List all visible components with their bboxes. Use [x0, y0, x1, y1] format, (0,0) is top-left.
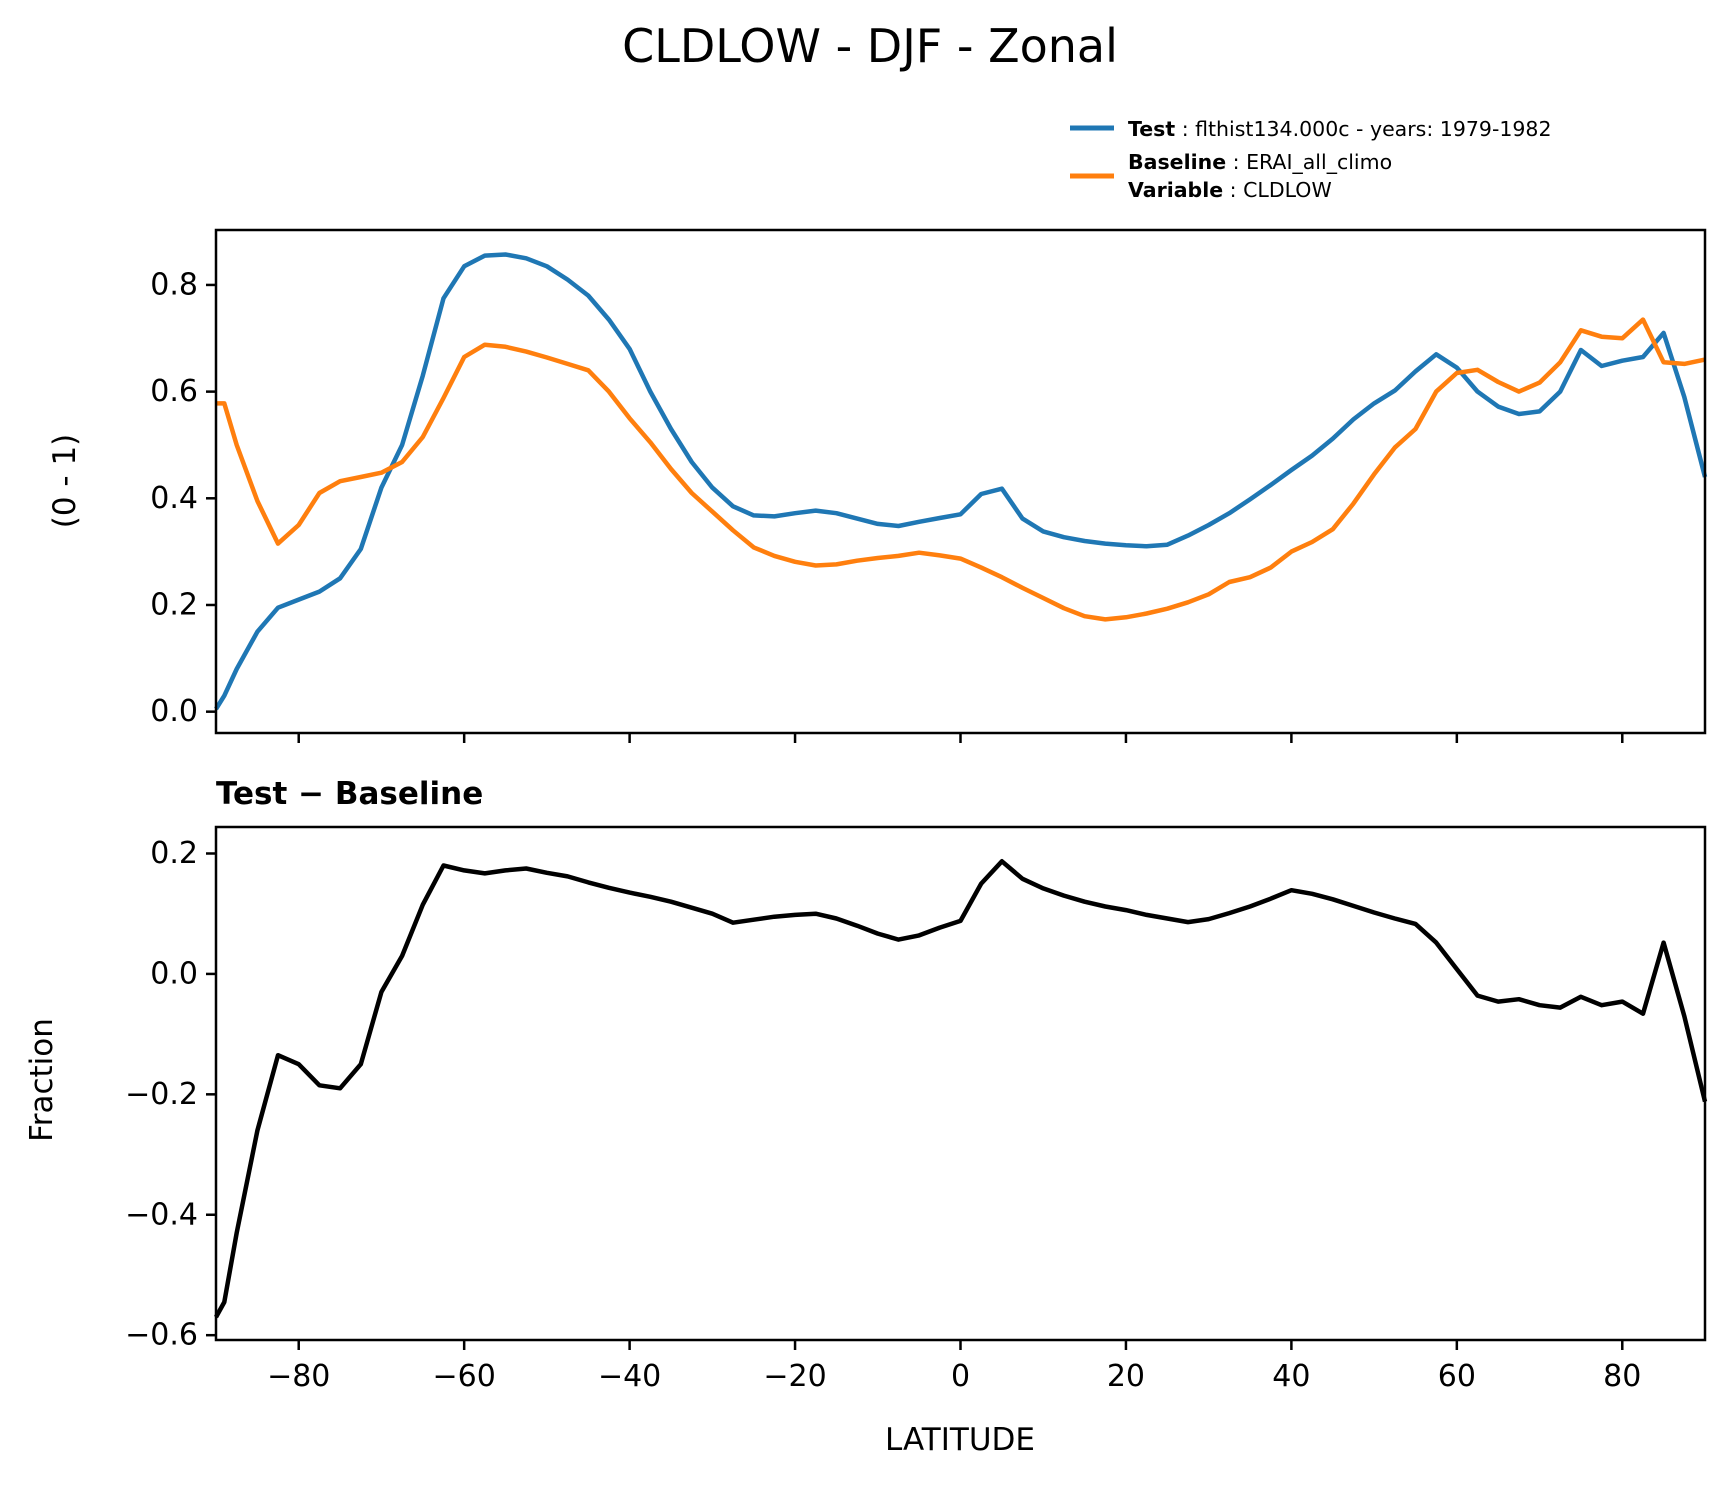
- x-tick-label: −40: [598, 1359, 661, 1394]
- y-tick-label: 0.0: [150, 956, 198, 991]
- legend-baseline-label: Baseline: [1128, 150, 1226, 174]
- series-line-test: [214, 252, 1708, 711]
- bottom-plot-area: −80 −60 −40 −20 0 20 40 60 80 0.2 0.0 −0.2 −0.4 −0.6: [125, 825, 1708, 1394]
- x-tick-label: 80: [1603, 1359, 1641, 1394]
- x-tick-label: −60: [433, 1359, 496, 1394]
- legend-test-entry: Test : flthist134.000c - years: 1979-198…: [1128, 117, 1552, 141]
- y-tick-label: 0.8: [150, 267, 198, 302]
- legend-variable-entry: Variable : CLDLOW: [1128, 178, 1332, 202]
- legend-baseline-value: : ERAI_all_climo: [1226, 150, 1392, 175]
- y-tick-label: 0.4: [150, 481, 198, 516]
- x-tick-label: 0: [951, 1359, 970, 1394]
- x-tick-label: 60: [1438, 1359, 1476, 1394]
- x-tick-label: −20: [763, 1359, 826, 1394]
- legend: Test : flthist134.000c - years: 1979-198…: [1070, 117, 1552, 202]
- y-tick-label: 0.2: [150, 836, 198, 871]
- page-title: CLDLOW - DJF - Zonal: [622, 19, 1118, 73]
- legend-test-value: : flthist134.000c - years: 1979-1982: [1175, 117, 1551, 141]
- series-line-test-baseline: [214, 859, 1708, 1319]
- x-tick-label: 20: [1107, 1359, 1145, 1394]
- bottom-y-axis-label: Fraction: [24, 1018, 60, 1142]
- x-tick-label: −80: [267, 1359, 330, 1394]
- y-tick-label: −0.6: [125, 1318, 198, 1353]
- top-y-axis-label: (0 - 1): [47, 434, 83, 529]
- top-plot-area: 0.0 0.2 0.4 0.6 0.8: [150, 228, 1708, 743]
- y-tick-label: 0.0: [150, 694, 198, 729]
- y-tick-label: 0.2: [150, 587, 198, 622]
- y-tick-label: 0.6: [150, 374, 198, 409]
- y-tick-label: −0.4: [125, 1197, 198, 1232]
- x-tick-label: 40: [1272, 1359, 1310, 1394]
- legend-variable-value: : CLDLOW: [1223, 178, 1332, 202]
- axes-spines: [214, 228, 1707, 735]
- legend-variable-label: Variable: [1128, 178, 1223, 202]
- difference-plot-title: Test − Baseline: [216, 776, 483, 812]
- axes-spines: [214, 825, 1707, 1342]
- x-axis-label: LATITUDE: [885, 1422, 1035, 1458]
- y-tick-label: −0.2: [125, 1077, 198, 1112]
- series-line-baseline: [216, 317, 1706, 622]
- legend-baseline-entry: Baseline : ERAI_all_climo: [1128, 150, 1392, 175]
- legend-test-label: Test: [1128, 117, 1175, 141]
